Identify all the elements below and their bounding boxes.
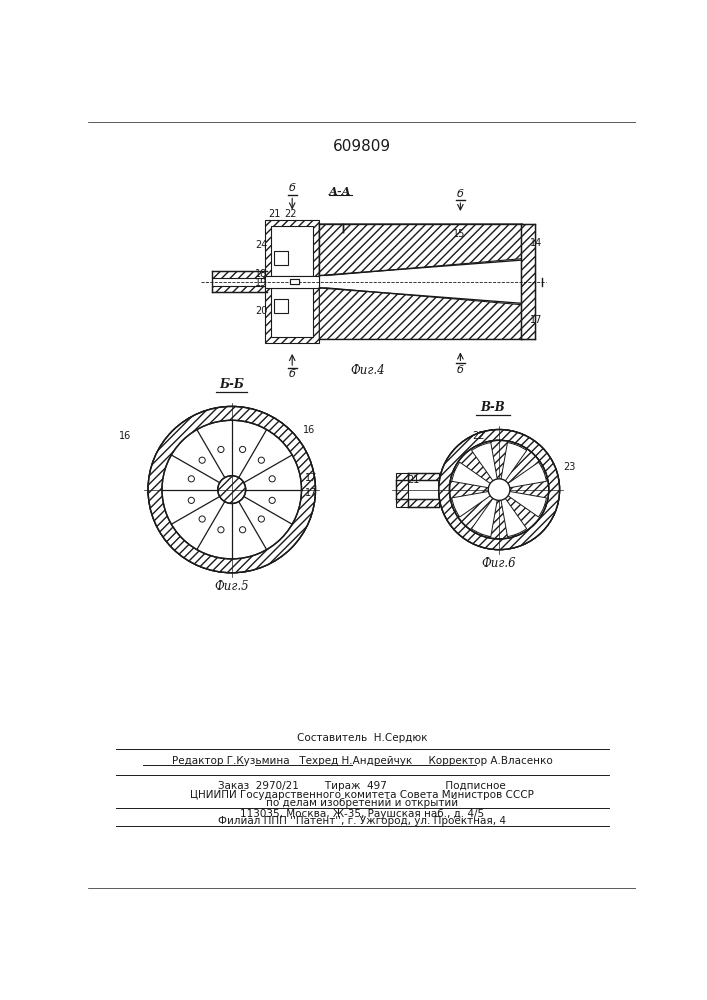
Text: 22: 22 — [284, 209, 297, 219]
Circle shape — [199, 457, 205, 463]
Wedge shape — [499, 462, 547, 490]
Bar — [265, 220, 320, 343]
Text: 609809: 609809 — [333, 139, 391, 154]
Circle shape — [258, 516, 264, 522]
Circle shape — [188, 476, 194, 482]
Wedge shape — [452, 490, 499, 517]
Circle shape — [199, 516, 205, 522]
Bar — [271, 288, 313, 337]
Wedge shape — [438, 430, 559, 550]
Circle shape — [218, 527, 224, 533]
Bar — [408, 499, 438, 507]
Text: 17: 17 — [305, 488, 317, 498]
Bar — [212, 286, 265, 292]
Text: б: б — [457, 189, 464, 199]
Text: 20: 20 — [255, 306, 267, 316]
Text: б: б — [457, 365, 464, 375]
Bar — [396, 473, 408, 507]
Text: 18: 18 — [255, 269, 267, 279]
Text: б: б — [288, 183, 296, 193]
Bar — [408, 473, 438, 480]
Text: 24: 24 — [255, 240, 267, 250]
Text: 14: 14 — [530, 238, 542, 248]
Text: Редактор Г.Кузьмина   Техред Н.Андрейчук     Корректор А.Власенко: Редактор Г.Кузьмина Техред Н.Андрейчук К… — [172, 756, 552, 766]
Circle shape — [489, 479, 510, 500]
Polygon shape — [320, 288, 522, 339]
Text: 22: 22 — [472, 431, 484, 441]
Bar — [521, 224, 534, 339]
Text: 23: 23 — [563, 462, 575, 472]
Text: 21: 21 — [268, 209, 281, 219]
Text: 17: 17 — [305, 473, 317, 483]
Bar — [521, 224, 534, 339]
Bar — [290, 279, 299, 284]
Circle shape — [240, 446, 245, 453]
Text: А-А: А-А — [329, 186, 351, 197]
Bar — [265, 276, 320, 288]
Text: Фиг.5: Фиг.5 — [214, 580, 249, 593]
Circle shape — [188, 497, 194, 503]
Text: Б-Б: Б-Б — [219, 378, 244, 391]
Bar — [274, 299, 288, 312]
Text: 16: 16 — [303, 425, 315, 435]
Wedge shape — [148, 406, 315, 573]
Wedge shape — [499, 490, 547, 517]
Bar — [274, 251, 288, 265]
Bar — [212, 271, 265, 278]
Circle shape — [269, 497, 275, 503]
Wedge shape — [452, 462, 499, 490]
Polygon shape — [320, 224, 522, 276]
Text: ЦНИИПИ Государственного комитета Совета Министров СССР: ЦНИИПИ Государственного комитета Совета … — [190, 790, 534, 800]
Circle shape — [438, 430, 559, 550]
Text: Фиг.4: Фиг.4 — [350, 364, 385, 377]
Wedge shape — [472, 443, 499, 490]
Text: Составитель  Н.Сердюк: Составитель Н.Сердюк — [297, 733, 427, 743]
Circle shape — [269, 476, 275, 482]
Circle shape — [240, 527, 245, 533]
Text: В-В: В-В — [481, 401, 506, 414]
Text: 113035, Москва, Ж-35, Раушская наб., д. 4/5: 113035, Москва, Ж-35, Раушская наб., д. … — [240, 809, 484, 819]
Text: б: б — [288, 369, 296, 379]
Bar — [271, 226, 313, 276]
Text: по делам изобретений и открытий: по делам изобретений и открытий — [266, 798, 458, 808]
Text: Филиал ППП ''Патент'', г. Ужгород, ул. Проектная, 4: Филиал ППП ''Патент'', г. Ужгород, ул. П… — [218, 816, 506, 826]
Wedge shape — [218, 476, 246, 503]
Text: Заказ  2970/21        Тираж  497                  Подписное: Заказ 2970/21 Тираж 497 Подписное — [218, 781, 506, 791]
Circle shape — [218, 446, 224, 453]
Text: Фиг.6: Фиг.6 — [481, 557, 516, 570]
Wedge shape — [499, 443, 527, 490]
Bar — [290, 279, 299, 284]
Text: 17: 17 — [530, 315, 542, 325]
Text: 16: 16 — [119, 431, 131, 441]
Text: 15: 15 — [452, 229, 465, 239]
Text: 21: 21 — [407, 475, 419, 485]
Wedge shape — [499, 490, 527, 537]
Circle shape — [258, 457, 264, 463]
Circle shape — [148, 406, 315, 573]
Wedge shape — [472, 490, 499, 537]
Text: 19: 19 — [255, 278, 267, 288]
Wedge shape — [450, 440, 549, 539]
